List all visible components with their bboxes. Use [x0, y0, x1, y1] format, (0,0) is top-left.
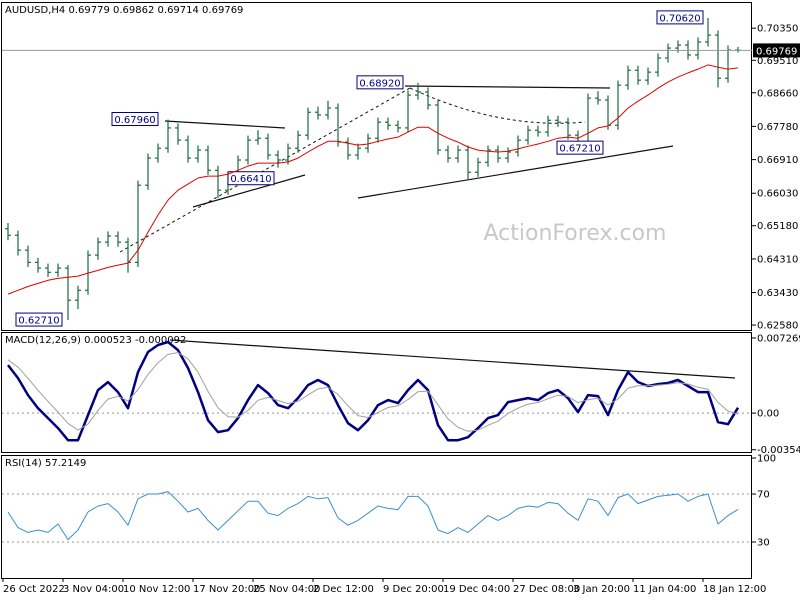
y-tick-label: 0.66910 [757, 155, 798, 166]
series-line [7, 340, 740, 442]
y-tick-label: 70 [757, 490, 770, 501]
price-annotation-box [15, 312, 63, 327]
watermark: ActionForex.com [484, 221, 667, 246]
y-tick-label: 30 [757, 538, 770, 549]
x-tick-label: 19 Dec 04:00 [443, 584, 510, 595]
price-panel [1, 2, 752, 331]
x-tick-label: 17 Nov 20:00 [193, 584, 260, 595]
panel-title: RSI(14) 57.2149 [5, 458, 86, 469]
last-price-box [753, 43, 800, 58]
x-tick-label: 26 Oct 2022 [3, 584, 65, 595]
y-tick-label: 0.69510 [757, 56, 798, 67]
x-tick-label: 2 Dec 12:00 [313, 584, 374, 595]
price-annotation: 0.68920 [359, 78, 400, 89]
price-annotation: 0.62710 [18, 316, 59, 327]
rsi-panel [1, 455, 752, 579]
y-tick-label: 100 [757, 454, 776, 465]
x-tick-label: 10 Nov 12:00 [123, 584, 190, 595]
trendline [164, 120, 286, 129]
x-tick-label: 3 Nov 04:00 [63, 584, 124, 595]
price-annotation-box [656, 10, 704, 25]
y-tick-label: 0.00 [757, 409, 779, 420]
macd-panel [1, 332, 752, 453]
x-tick-label: 25 Nov 04:00 [253, 584, 320, 595]
macd-trendline [169, 339, 736, 379]
y-tick-label: 0.62580 [757, 321, 798, 332]
price-annotation-box [111, 112, 159, 127]
price-annotation: 0.70620 [659, 13, 700, 24]
trendline [404, 85, 611, 89]
x-tick-label: 18 Jan 12:00 [703, 584, 766, 595]
series-line [7, 352, 739, 432]
y-tick-label: 0.67780 [757, 122, 798, 133]
y-tick-label: 0.64310 [757, 254, 798, 265]
series-line [7, 64, 739, 295]
price-annotation: 0.67960 [114, 115, 155, 126]
price-annotation: 0.67210 [559, 144, 600, 155]
series-line [7, 491, 739, 541]
y-tick-label: 0.007269 [757, 333, 800, 344]
x-tick-label: 9 Dec 20:00 [383, 584, 444, 595]
price-annotation: 0.66410 [230, 174, 271, 185]
y-tick-label: 0.70350 [757, 24, 798, 35]
x-tick-label: 27 Dec 08:00 [513, 584, 580, 595]
y-tick-label: 0.68660 [757, 88, 798, 99]
trendline [357, 145, 674, 199]
price-annotation-box [227, 171, 275, 186]
x-tick-label: 11 Jan 04:00 [633, 584, 696, 595]
panel-title: MACD(12,26,9) 0.000523 -0.000092 [5, 335, 186, 346]
price-annotation-box [356, 75, 404, 90]
dashed-trendline [119, 87, 411, 253]
price-annotation-box [556, 140, 604, 155]
x-tick-label: 3 Jan 20:00 [573, 584, 630, 595]
panel-title: AUDUSD,H4 0.69779 0.69862 0.69714 0.6976… [5, 5, 243, 16]
trendline [192, 174, 306, 208]
last-price-label: 0.69769 [756, 46, 797, 57]
y-tick-label: -0.003542 [757, 445, 800, 456]
y-tick-label: 0.66030 [757, 189, 798, 200]
trendlines [119, 85, 736, 379]
y-tick-label: 0.65180 [757, 221, 798, 232]
y-tick-label: 0.63430 [757, 288, 798, 299]
